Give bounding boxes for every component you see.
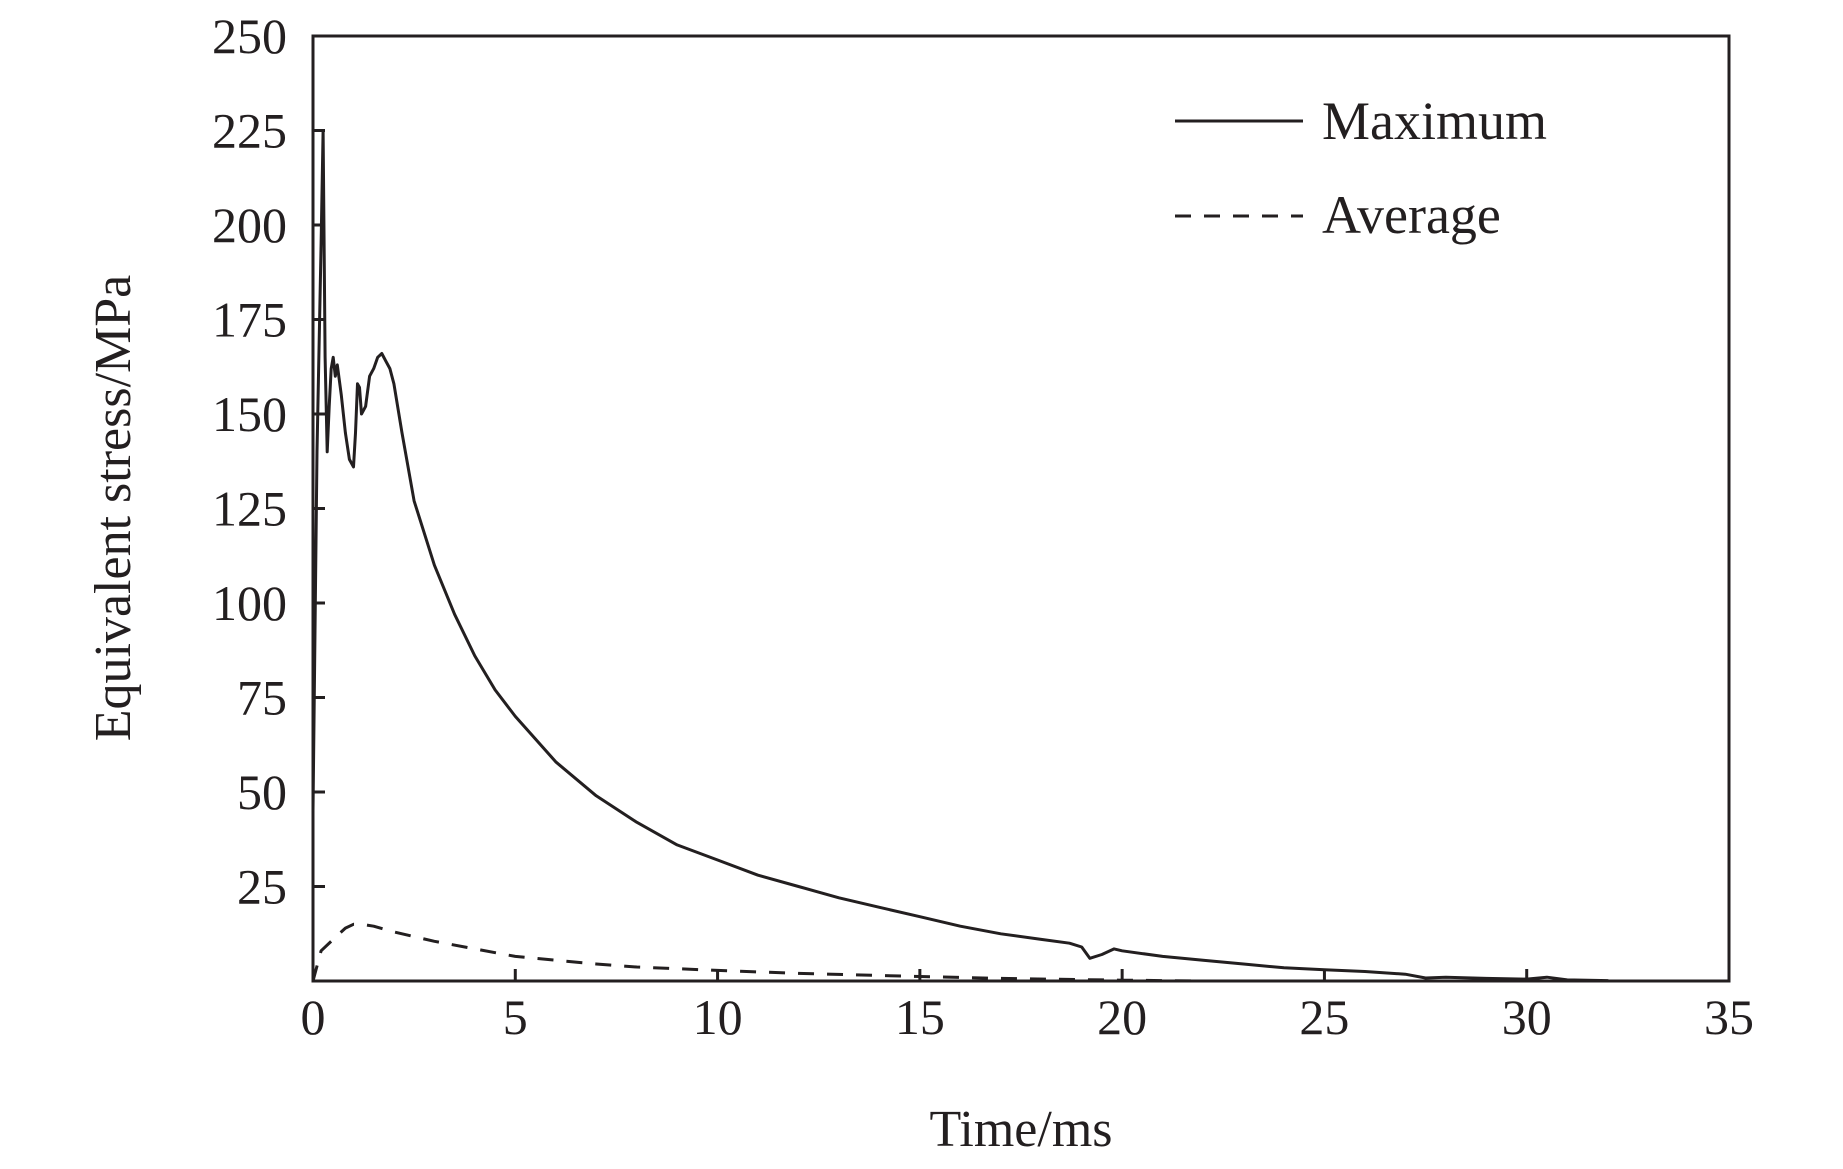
y-tick-label: 175 — [212, 292, 287, 348]
series-line-average — [311, 922, 1204, 983]
x-tick-label: 25 — [1299, 989, 1349, 1045]
x-tick-label: 0 — [301, 989, 326, 1045]
x-tick-label: 10 — [693, 989, 743, 1045]
x-tick-label: 20 — [1097, 989, 1147, 1045]
x-tick-label: 30 — [1502, 989, 1552, 1045]
x-axis-ticks: 0 5 10 15 20 25 30 35 — [301, 969, 1754, 1045]
y-tick-label: 100 — [212, 575, 287, 631]
plot-frame — [311, 34, 1731, 983]
y-tick-label: 125 — [212, 481, 287, 537]
legend-label-average: Average — [1322, 185, 1501, 245]
y-tick-label: 150 — [212, 386, 287, 442]
y-axis-title: Equivalent stress/MPa — [85, 275, 142, 742]
y-axis-ticks: 25 50 75 100 125 150 175 200 225 250 — [212, 8, 325, 915]
y-tick-label: 50 — [237, 764, 287, 820]
series-layer — [311, 129, 1610, 983]
legend: Maximum Average — [1175, 91, 1547, 245]
y-tick-label: 250 — [212, 8, 287, 64]
legend-label-maximum: Maximum — [1322, 91, 1547, 151]
y-tick-label: 75 — [237, 670, 287, 726]
series-line-maximum — [311, 129, 1610, 983]
x-tick-label: 35 — [1704, 989, 1754, 1045]
y-tick-label: 200 — [212, 197, 287, 253]
x-axis-title: Time/ms — [929, 1101, 1112, 1158]
y-tick-label: 225 — [212, 103, 287, 159]
y-tick-label: 25 — [237, 859, 287, 915]
x-tick-label: 5 — [503, 989, 528, 1045]
x-tick-label: 15 — [895, 989, 945, 1045]
